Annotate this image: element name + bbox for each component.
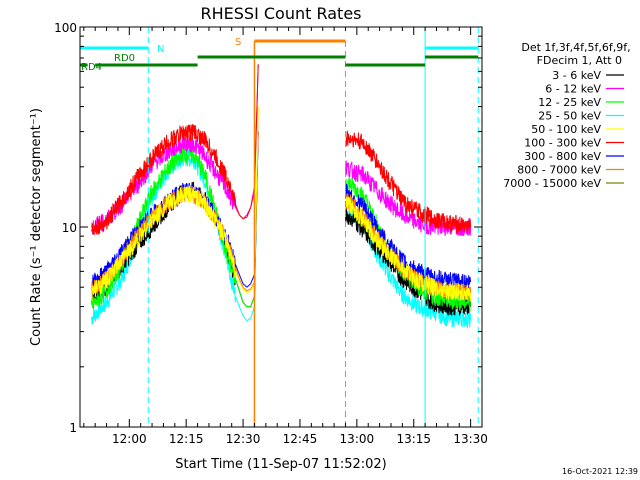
legend-label: 300 - 800 keV xyxy=(524,150,601,163)
label-rd4: RD4 xyxy=(81,62,102,73)
axis-ticks: 12:00 12:15 12:30 12:45 13:00 13:15 13:30 1 10 10… xyxy=(54,21,488,446)
label-n: N xyxy=(157,44,164,55)
x-tick-label: 13:30 xyxy=(453,432,488,446)
x-tick-label: 13:00 xyxy=(340,432,375,446)
label-rd0: RD0 xyxy=(114,53,135,64)
y-tick-label: 10 xyxy=(62,221,77,235)
footer-date: 16-Oct-2021 12:39 xyxy=(562,467,638,476)
legend-label: 6 - 12 keV xyxy=(545,83,601,96)
series-50to100keV-line xyxy=(90,106,472,302)
legend-label: 7000 - 15000 keV xyxy=(503,177,601,190)
series-layer xyxy=(90,64,472,329)
legend-label: 3 - 6 keV xyxy=(552,69,601,82)
series-100to300keV-line xyxy=(91,64,472,236)
legend-header-line1: Det 1f,3f,4f,5f,6f,9f, xyxy=(521,41,630,54)
x-axis-label: Start Time (11-Sep-07 11:52:02) xyxy=(175,457,386,472)
x-tick-label: 12:45 xyxy=(283,432,318,446)
x-tick-label: 12:30 xyxy=(226,432,261,446)
y-axis-label: Count Rate (s⁻¹ detector segment⁻¹) xyxy=(29,108,44,346)
x-tick-label: 12:15 xyxy=(169,432,204,446)
x-tick-label: 12:00 xyxy=(112,432,147,446)
chart-title: RHESSI Count Rates xyxy=(201,4,362,23)
legend-label: 100 - 300 keV xyxy=(524,137,601,150)
y-tick-label: 100 xyxy=(54,21,77,35)
y-tick-label: 1 xyxy=(69,421,77,435)
legend-label: 25 - 50 keV xyxy=(538,110,601,123)
legend-label: 12 - 25 keV xyxy=(538,96,601,109)
x-tick-label: 13:15 xyxy=(396,432,431,446)
legend-header-line2: FDecim 1, Att 0 xyxy=(537,54,622,67)
legend-label: 800 - 7000 keV xyxy=(517,164,601,177)
legend-label: 50 - 100 keV xyxy=(531,123,601,136)
label-s: S xyxy=(235,37,241,48)
